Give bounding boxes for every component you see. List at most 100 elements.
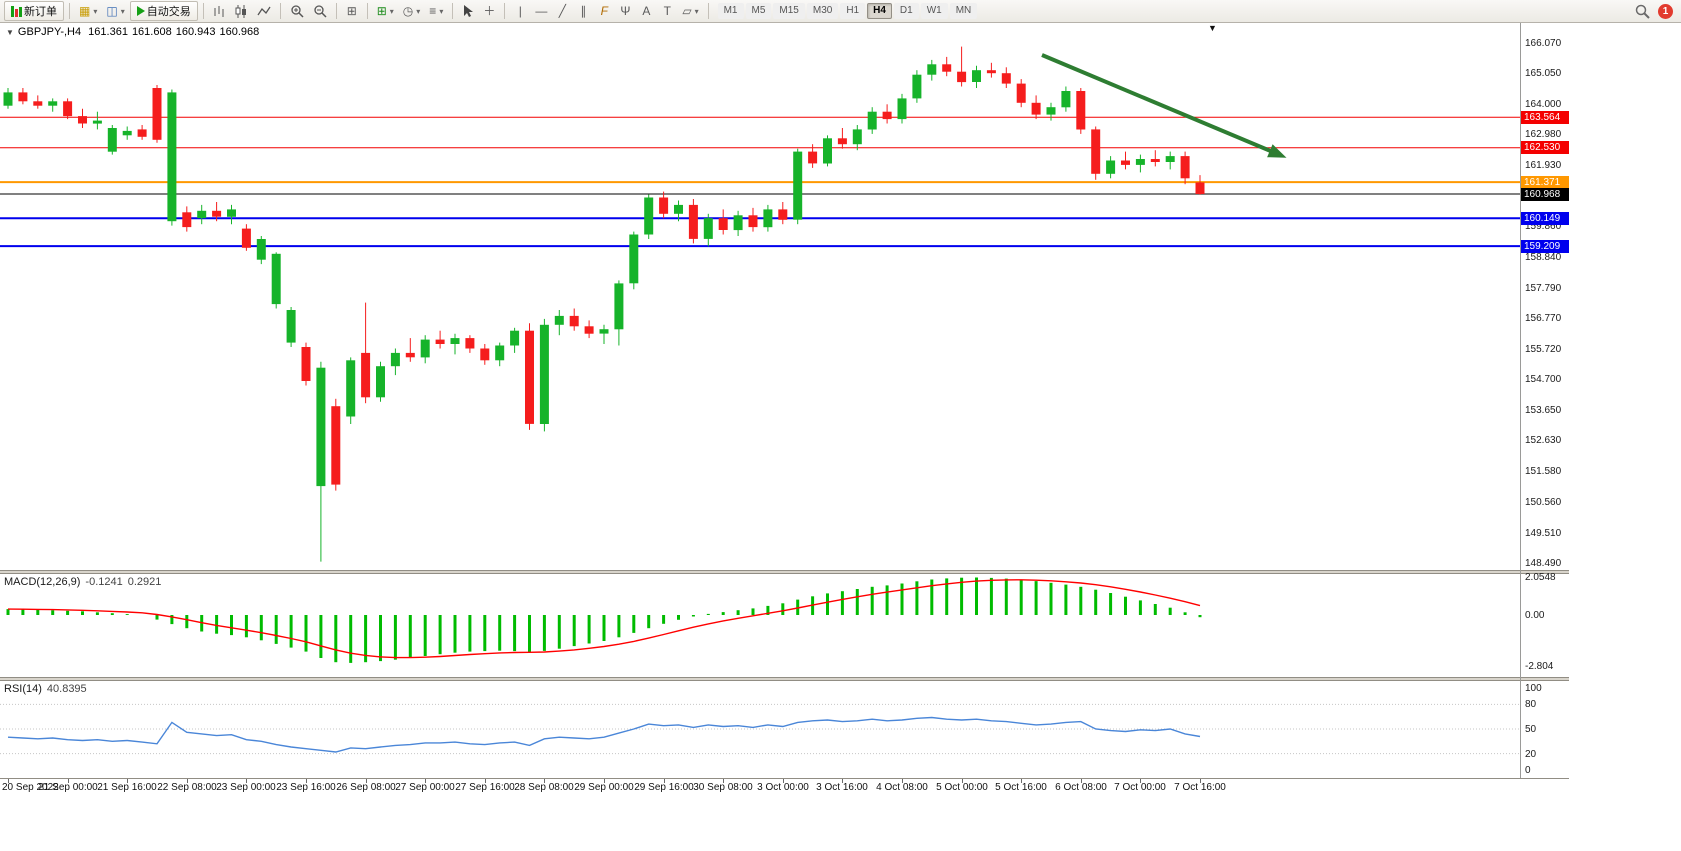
profiles-button[interactable]: ◫ ▾ [102, 1, 128, 21]
symbol-marker-icon: ▼ [6, 28, 14, 37]
line-chart-button[interactable] [253, 1, 275, 21]
rsi-scale-label: 100 [1525, 683, 1542, 694]
text-button[interactable]: A [636, 1, 656, 21]
ohlc-close: 160.968 [219, 26, 260, 38]
crosshair-icon: ＋ [483, 4, 496, 18]
time-tick [783, 779, 784, 783]
period-button[interactable]: ◷ ▾ [399, 1, 425, 21]
time-label: 29 Sep 16:00 [634, 782, 694, 793]
timeframe-button-h1[interactable]: H1 [840, 3, 866, 19]
price-tick: 150.560 [1525, 497, 1562, 508]
time-tick [127, 779, 128, 783]
timeframe-group: M1 M5 M15 M30 H1 H4 D1 W1 MN [717, 3, 978, 19]
horizontal-line-icon: — [535, 4, 548, 18]
time-tick [723, 779, 724, 783]
macd-main-value: -0.1241 [85, 576, 123, 588]
rsi-pane[interactable] [0, 681, 1520, 778]
candle [525, 330, 534, 424]
label-icon: T [663, 4, 672, 18]
candle [152, 88, 162, 140]
candle [390, 352, 400, 367]
candle [793, 151, 803, 220]
price-tick: 153.650 [1525, 405, 1562, 416]
timeframe-button-m1[interactable]: M1 [717, 3, 744, 19]
candle [882, 111, 892, 120]
indicators-button[interactable]: ⊞ ▾ [373, 1, 398, 21]
time-tick [8, 779, 9, 783]
trendline-button[interactable]: ╱ [552, 1, 572, 21]
candle [167, 92, 177, 222]
chart-shift-marker[interactable]: ▼ [1208, 23, 1217, 33]
candlestick-chart-button[interactable] [231, 1, 252, 21]
candle [405, 352, 415, 358]
pane-splitter[interactable] [0, 677, 1569, 681]
time-tick [604, 779, 605, 783]
new-order-icon [11, 5, 22, 17]
candle [316, 367, 326, 487]
pitchfork-button[interactable]: Ψ [615, 1, 635, 21]
time-tick [187, 779, 188, 783]
cursor-icon [464, 5, 474, 17]
tile-windows-button[interactable]: ⊞ [342, 1, 362, 21]
label-button[interactable]: T [657, 1, 677, 21]
time-label: 22 Sep 08:00 [157, 782, 217, 793]
candle [346, 360, 356, 417]
time-label: 26 Sep 08:00 [336, 782, 396, 793]
macd-signal-line [7, 579, 1201, 659]
candle [137, 129, 147, 137]
time-tick [902, 779, 903, 783]
crosshair-button[interactable]: ＋ [479, 1, 499, 21]
price-chart[interactable] [0, 23, 1520, 570]
macd-pane[interactable] [0, 574, 1520, 677]
candle [718, 218, 728, 230]
trend-arrow[interactable] [1041, 53, 1281, 157]
timeframe-button-d1[interactable]: D1 [893, 3, 919, 19]
zoom-in-button[interactable] [286, 1, 308, 21]
candle [748, 215, 758, 228]
rsi-label: RSI(14) 40.8395 [4, 683, 87, 695]
profiles-icon: ◫ [106, 4, 118, 18]
cursor-button[interactable] [458, 1, 478, 21]
notification-badge[interactable]: 1 [1658, 3, 1673, 19]
pane-splitter[interactable] [0, 570, 1569, 574]
new-chart-icon: ▦ [79, 4, 91, 18]
time-label: 23 Sep 00:00 [216, 782, 276, 793]
auto-trading-button[interactable]: 自动交易 [129, 1, 198, 21]
candle [301, 347, 311, 381]
candle [1076, 91, 1086, 130]
time-tick [1021, 779, 1022, 783]
time-label: 7 Oct 16:00 [1174, 782, 1226, 793]
candle [495, 345, 505, 361]
new-order-button[interactable]: 新订单 [4, 1, 64, 21]
candle [1091, 129, 1101, 174]
vertical-line-button[interactable]: | [510, 1, 530, 21]
chevron-down-icon: ▾ [416, 6, 421, 16]
timeframe-button-mn[interactable]: MN [949, 3, 978, 19]
chevron-down-icon: ▾ [389, 6, 394, 16]
new-chart-button[interactable]: ▦ ▾ [75, 1, 101, 21]
bar-chart-icon [214, 5, 224, 17]
timeframe-button-m30[interactable]: M30 [806, 3, 839, 19]
bar-chart-button[interactable] [209, 1, 230, 21]
timeframe-button-m15[interactable]: M15 [773, 3, 805, 19]
objects-list-button[interactable]: ≡ ▾ [425, 1, 447, 21]
zoom-out-button[interactable] [309, 1, 331, 21]
search-icon[interactable] [1635, 4, 1650, 19]
candle [674, 204, 683, 214]
macd-scale-label: -2.804 [1525, 661, 1554, 672]
channel-button[interactable]: ∥ [573, 1, 593, 21]
toolbar-separator [279, 3, 281, 19]
time-label: 5 Oct 16:00 [995, 782, 1047, 793]
fibonacci-button[interactable]: F [594, 1, 614, 21]
timeframe-button-w1[interactable]: W1 [920, 3, 948, 19]
line-chart-icon [257, 6, 271, 15]
horizontal-line-button[interactable]: — [531, 1, 551, 21]
shapes-button[interactable]: ▱ ▾ [678, 1, 702, 21]
time-label: 23 Sep 16:00 [276, 782, 336, 793]
candle [107, 128, 117, 152]
candle [122, 130, 132, 136]
toolbar-separator [452, 3, 454, 19]
timeframe-button-m5[interactable]: M5 [745, 3, 772, 19]
price-axis-separator [1520, 23, 1521, 778]
timeframe-button-h4[interactable]: H4 [867, 3, 892, 19]
